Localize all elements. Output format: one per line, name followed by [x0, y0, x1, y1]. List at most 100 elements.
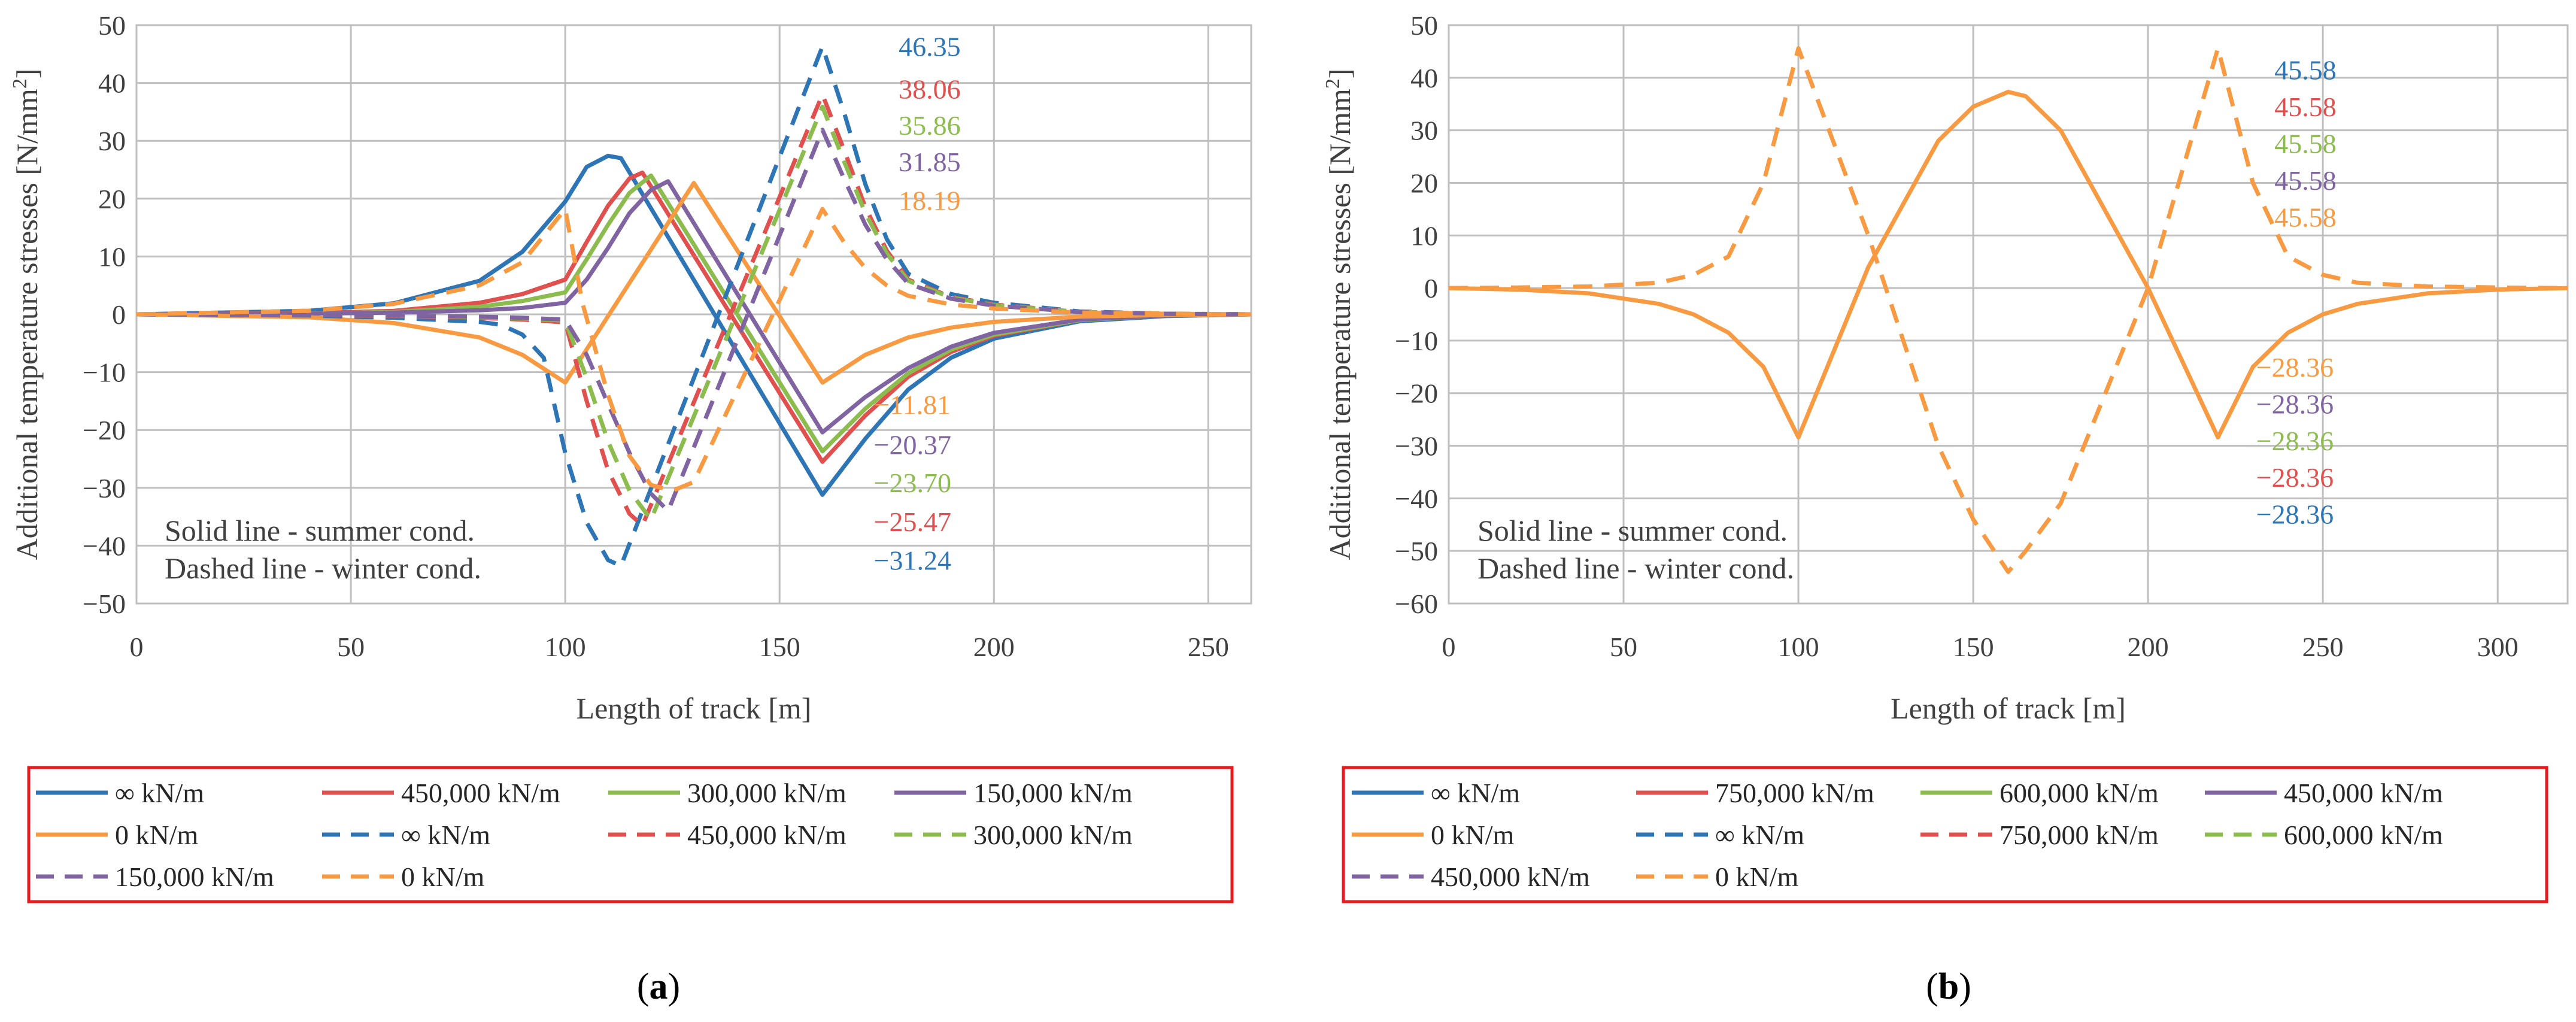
- data-label: 45.58: [2274, 165, 2337, 196]
- chart-b-note-dashed: Dashed line - winter cond.: [1477, 551, 1794, 585]
- legend-label: 750,000 kN/m: [1999, 820, 2159, 850]
- y-tick-label: −20: [83, 415, 126, 445]
- data-label: 46.35: [899, 32, 961, 62]
- series-line: [136, 181, 1252, 385]
- data-label: 45.58: [2274, 202, 2337, 233]
- chart-a-data-annotations: 46.35 38.06 35.86 31.85 18.19 −11.81 −20.37 −23…: [874, 32, 961, 576]
- chart-panel-a: −50 −40 −30 −20 −10 0 10 20 30 40 50 0 50 100 150 200 25…: [9, 10, 1252, 1007]
- data-label: 45.58: [2274, 92, 2337, 122]
- data-label: 38.06: [899, 74, 961, 104]
- series-line: [136, 128, 1252, 513]
- chart-b-plot-frame: [1448, 24, 2569, 605]
- chart-b-y-axis-title: Additional temperature stresses [N/mm2]: [1322, 69, 1357, 560]
- chart-a-legend: ∞ kN/m 450,000 kN/m 300,000 kN/m 150,000 kN…: [36, 778, 1133, 892]
- data-label: −31.24: [874, 545, 951, 576]
- legend-label: 150,000 kN/m: [115, 862, 274, 892]
- series-line: [136, 44, 1252, 568]
- y-tick-label: 30: [1410, 116, 1438, 146]
- chart-a-panel-label: (a): [637, 966, 680, 1007]
- data-label: 31.85: [899, 147, 961, 177]
- x-tick-label: 250: [2302, 632, 2344, 662]
- y-tick-label: 30: [98, 126, 126, 156]
- y-tick-label: −50: [83, 589, 126, 619]
- y-tick-label: 40: [98, 68, 126, 99]
- legend-label: 750,000 kN/m: [1715, 778, 1874, 808]
- legend-label: 150,000 kN/m: [973, 778, 1133, 808]
- legend-label: 300,000 kN/m: [687, 778, 846, 808]
- x-tick-label: 300: [2477, 632, 2519, 662]
- chart-a-tick-labels: −50 −40 −30 −20 −10 0 10 20 30 40 50 0 50 100 150 200 25…: [83, 10, 1229, 662]
- data-label: −28.36: [2256, 352, 2334, 383]
- chart-panel-b: −60 −50 −40 −30 −20 −10 0 10 20 30 40 50 0 50 100 150 20…: [1322, 10, 2569, 1007]
- y-tick-label: 20: [1410, 168, 1438, 198]
- chart-a-legend-box: [27, 766, 1234, 903]
- series-line: [136, 179, 1252, 435]
- data-label: 18.19: [899, 186, 961, 216]
- y-tick-label: −30: [83, 473, 126, 504]
- x-tick-label: 250: [1188, 632, 1229, 662]
- data-label: 35.86: [899, 110, 961, 141]
- legend-label: 0 kN/m: [401, 862, 485, 892]
- data-label: −23.70: [874, 468, 951, 498]
- y-tick-label: 10: [98, 241, 126, 272]
- legend-label: ∞ kN/m: [115, 778, 204, 808]
- chart-b-panel-label: (b): [1926, 966, 1971, 1007]
- y-tick-label: −10: [1395, 326, 1438, 356]
- x-tick-label: 150: [1953, 632, 1994, 662]
- x-tick-label: 150: [759, 632, 800, 662]
- x-tick-label: 50: [1610, 632, 1637, 662]
- chart-a-note-dashed: Dashed line - winter cond.: [165, 551, 481, 585]
- chart-a-series-lines: [136, 44, 1252, 568]
- y-tick-label: −10: [83, 357, 126, 388]
- x-tick-label: 0: [130, 632, 144, 662]
- data-label: 45.58: [2274, 55, 2337, 86]
- x-tick-label: 100: [545, 632, 586, 662]
- y-tick-label: 50: [1410, 10, 1438, 41]
- legend-label: 0 kN/m: [1431, 820, 1515, 850]
- chart-b-legend-box: [1342, 766, 2548, 903]
- y-tick-label: 40: [1410, 63, 1438, 93]
- data-label: −28.36: [2256, 499, 2334, 530]
- legend-label: 600,000 kN/m: [2284, 820, 2443, 850]
- data-label: −28.36: [2256, 389, 2334, 419]
- chart-a-note-solid: Solid line - summer cond.: [165, 514, 475, 547]
- legend-label: 450,000 kN/m: [401, 778, 560, 808]
- y-tick-label: −20: [1395, 378, 1438, 409]
- series-line: [136, 207, 1252, 493]
- legend-label: 300,000 kN/m: [973, 820, 1133, 850]
- legend-label: ∞ kN/m: [1715, 820, 1804, 850]
- data-label: −28.36: [2256, 426, 2334, 456]
- legend-label: 450,000 kN/m: [2284, 778, 2443, 808]
- legend-label: 0 kN/m: [115, 820, 199, 850]
- legend-label: 600,000 kN/m: [1999, 778, 2159, 808]
- chart-b-note-solid: Solid line - summer cond.: [1477, 514, 1788, 547]
- data-label: 45.58: [2274, 129, 2337, 159]
- legend-label: ∞ kN/m: [1431, 778, 1520, 808]
- legend-label: 450,000 kN/m: [1431, 862, 1590, 892]
- series-line: [136, 153, 1252, 497]
- y-tick-label: 0: [1424, 273, 1438, 304]
- legend-label: 0 kN/m: [1715, 862, 1799, 892]
- y-tick-label: −60: [1395, 589, 1438, 619]
- series-line: [1448, 90, 2568, 439]
- x-tick-label: 0: [1442, 632, 1456, 662]
- chart-b-data-annotations: 45.58 45.58 45.58 45.58 45.58 −28.36 −28.36 −28…: [2256, 55, 2337, 530]
- data-label: −20.37: [874, 429, 951, 460]
- chart-b-series-lines: [1448, 46, 2568, 574]
- data-label: −25.47: [874, 507, 951, 537]
- y-tick-label: 10: [1410, 220, 1438, 251]
- data-label: −11.81: [874, 390, 951, 420]
- y-tick-label: −40: [1395, 483, 1438, 514]
- legend-label: ∞ kN/m: [401, 820, 490, 850]
- x-tick-label: 100: [1778, 632, 1819, 662]
- y-tick-label: 0: [112, 299, 126, 330]
- chart-a-x-axis-title: Length of track [m]: [577, 692, 812, 725]
- y-tick-label: −40: [83, 530, 126, 561]
- x-tick-label: 200: [973, 632, 1015, 662]
- y-tick-label: −30: [1395, 431, 1438, 462]
- y-tick-label: −50: [1395, 536, 1438, 566]
- chart-b-x-axis-title: Length of track [m]: [1891, 692, 2126, 725]
- series-line: [1448, 46, 2568, 574]
- chart-b-tick-labels: −60 −50 −40 −30 −20 −10 0 10 20 30 40 50 0 50 100 150 20…: [1395, 10, 2519, 662]
